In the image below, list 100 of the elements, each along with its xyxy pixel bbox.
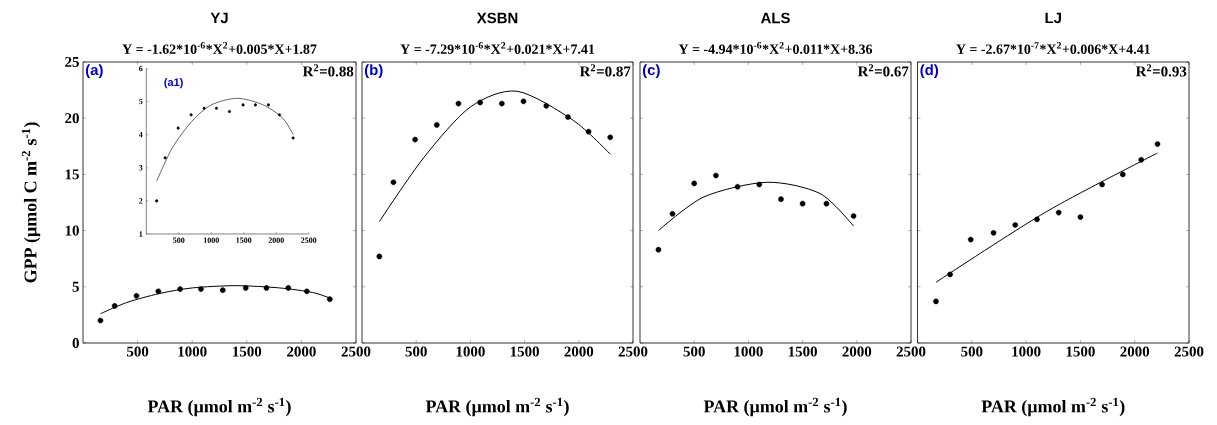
point (1138, 157, 1145, 163)
x-tick-label: 1500 (1066, 346, 1095, 357)
chart-subtitle: Y = -2.67*10$^{-7}$*X$^{2}$+0.006*X+4.41 (956, 42, 1150, 54)
x-axis-title: PAR (µmol m$^{-2}$ s$^{-1}$) (425, 397, 569, 417)
y-axis-title: GPP (µmol C m$^{-2}$ s$^{-1}$) (21, 122, 41, 283)
point (133, 293, 140, 299)
annotation: R$^{2}$=0.88 (302, 64, 354, 77)
point (163, 156, 167, 160)
point (155, 288, 162, 295)
y-tick-label: 0 (72, 337, 79, 349)
point (434, 122, 440, 128)
chart-subtitle: Y = -7.29*10$^{-6}$*X$^{2}$+0.021*X+7.41 (400, 42, 595, 54)
point (990, 230, 997, 236)
x-axis-title: PAR (µmol m$^{-2}$ s$^{-1}$) (147, 397, 291, 417)
point (214, 106, 218, 110)
point (520, 98, 527, 105)
point (734, 183, 741, 190)
point (202, 106, 206, 110)
point (1055, 209, 1062, 216)
point (543, 103, 550, 109)
point (947, 271, 953, 278)
point (390, 179, 397, 186)
point (376, 253, 383, 260)
point (227, 110, 231, 114)
annotation: (d) (920, 64, 939, 79)
point (97, 317, 104, 324)
chart-title: LJ (1045, 12, 1061, 24)
x-tick-label: 2500 (618, 346, 648, 357)
chart-title: YJ (210, 12, 228, 24)
point (691, 180, 697, 187)
chart-title: ALS (760, 12, 790, 24)
y-tick-label: 10 (65, 225, 79, 236)
x-tick-label: 500 (961, 346, 983, 357)
point (155, 199, 159, 203)
x-tick-label: 2000 (287, 346, 316, 357)
point (823, 200, 830, 207)
x-tick-label: 1500 (233, 346, 262, 357)
point (669, 210, 676, 217)
point (253, 103, 257, 107)
y-tick-label: 5 (72, 281, 79, 292)
point (477, 99, 483, 106)
point (585, 128, 592, 135)
point (778, 196, 784, 202)
point (177, 286, 183, 292)
annotation: R$^{2}$=0.67 (857, 64, 909, 77)
point (266, 103, 270, 107)
point (756, 181, 763, 188)
point (1154, 141, 1161, 147)
point (412, 136, 418, 143)
point (1077, 214, 1084, 220)
point (189, 113, 193, 117)
point (242, 285, 249, 291)
point (327, 296, 333, 302)
point (219, 287, 226, 293)
point (967, 236, 974, 243)
x-tick-label: 2000 (1120, 346, 1150, 357)
point (850, 213, 857, 219)
point (1034, 216, 1040, 223)
annotation: (b) (364, 64, 383, 79)
point (713, 172, 719, 179)
x-tick-label: 500 (405, 346, 427, 357)
point (1012, 222, 1019, 228)
annotation: (c) (642, 64, 660, 79)
annotation: (a1) (164, 78, 183, 89)
x-tick-label: 500 (126, 346, 149, 357)
point (607, 134, 614, 141)
point (565, 114, 571, 120)
x-tick-label: 1000 (734, 346, 763, 357)
x-axis-title: PAR (µmol m$^{-2}$ s$^{-1}$) (981, 397, 1125, 417)
point (499, 100, 505, 107)
point (277, 113, 281, 117)
annotation: R$^{2}$=0.93 (1135, 64, 1187, 77)
point (655, 246, 662, 253)
point (933, 298, 939, 305)
chart-subtitle: Y = -1.62*10$^{-6}$*X$^{2}$+0.005*X+1.87 (122, 42, 317, 54)
annotation: (a) (85, 64, 103, 79)
point (1099, 181, 1105, 188)
point (291, 136, 295, 140)
x-tick-label: 1500 (510, 346, 539, 357)
x-tick-label: 2000 (564, 346, 594, 357)
x-tick-label: 2500 (896, 346, 926, 357)
point (111, 303, 118, 309)
point (176, 126, 180, 130)
x-tick-label: 500 (683, 346, 705, 357)
x-tick-label: 1500 (788, 346, 817, 357)
x-tick-label: 1000 (456, 346, 485, 357)
point (455, 100, 462, 107)
point (263, 285, 270, 291)
y-tick-label: 15 (65, 169, 79, 180)
chart-title: XSBN (476, 12, 518, 24)
point (799, 200, 806, 207)
line-series (156, 97, 294, 182)
x-tick-label: 2000 (842, 346, 872, 357)
x-tick-label: 1000 (178, 346, 207, 357)
x-tick-label: 2500 (1174, 346, 1204, 357)
point (304, 288, 310, 295)
y-tick-label: 20 (65, 113, 79, 124)
x-axis-title: PAR (µmol m$^{-2}$ s$^{-1}$) (703, 397, 847, 417)
x-tick-label: 2500 (341, 346, 371, 357)
point (198, 286, 204, 292)
